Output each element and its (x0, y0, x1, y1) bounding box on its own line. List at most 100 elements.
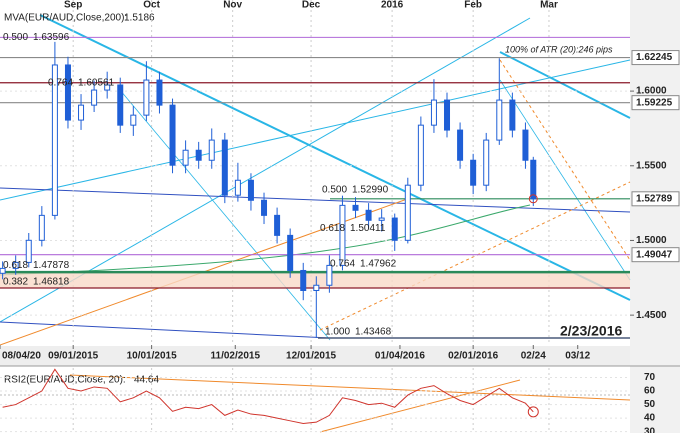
labels: 0.500 1.63596 0.764 1.60561 0.500 1.52990 0.61… (3, 32, 397, 338)
price-box (631, 50, 680, 66)
candle-body (12, 261, 19, 269)
candle-body (313, 284, 320, 291)
rsi-value: 44.64 (134, 375, 159, 386)
x-tick-label-top: Dec (302, 0, 321, 11)
fib-ratio: 0.764 (330, 259, 355, 270)
rsi-trend (319, 379, 521, 433)
annotation: 100% of ATR (20):246 pips (505, 44, 613, 54)
y-tick-label: 1.4500 (636, 310, 667, 321)
candle-body (378, 217, 385, 221)
candle-body (156, 79, 163, 106)
fib-ratio: 0.764 (48, 77, 73, 88)
moving-average (0, 204, 531, 276)
rsi-tick-label: 30 (644, 426, 656, 433)
candle-body (117, 84, 124, 126)
indicator-label: MVA(EUR/AUD,Close,200): (4, 13, 127, 24)
x-tick-label: 01/04/2016 (375, 351, 425, 362)
x-tick-label: 09/01/2015 (48, 351, 98, 362)
candle-body (522, 129, 529, 161)
candle-body (208, 139, 215, 161)
candle-body (509, 99, 516, 131)
rsi-trend (69, 374, 631, 401)
candle-body (483, 139, 490, 186)
candle-body (247, 179, 254, 201)
candle-body (530, 159, 537, 200)
candle-body (221, 139, 228, 196)
price-level-label: 1.62245 (636, 52, 673, 63)
rsi-line (2, 368, 534, 425)
candle-body (430, 99, 437, 126)
candle-body (195, 149, 202, 161)
candle-body (339, 204, 346, 266)
rsi-tick-label: 40 (644, 413, 656, 424)
price-box (631, 95, 680, 111)
x-tick-label-top: Mar (540, 0, 558, 11)
rsi-tick-label: 70 (644, 372, 656, 383)
candle-body (417, 124, 424, 186)
candle-body (365, 209, 372, 221)
trend-line (499, 51, 631, 119)
x-tick-label: 02/24 (521, 351, 546, 362)
fib-ratio: 0.500 (322, 184, 347, 195)
regression-line (0, 187, 631, 213)
x-tick-label-top: Feb (464, 0, 482, 11)
indicator-value: 1.5186 (124, 13, 155, 24)
y-tick-label: 1.5500 (636, 160, 667, 171)
price-marker (528, 194, 538, 204)
candle-body (470, 159, 477, 186)
rsi-tick-label: 50 (644, 399, 656, 410)
candle-body (352, 204, 359, 211)
candle-body (182, 149, 189, 166)
price-level-label: 1.52789 (636, 193, 673, 204)
candle-body (0, 267, 6, 274)
regression-line (0, 321, 331, 339)
fib-price: 1.50411 (350, 223, 386, 234)
fib-price: 1.47962 (360, 259, 397, 270)
fib-band (0, 272, 630, 288)
fib-ratio: 0.618 (320, 223, 345, 234)
fib-price: 1.43468 (355, 327, 392, 338)
candle-body (91, 89, 98, 106)
x-tick-label-top: Oct (143, 0, 160, 11)
axis-panel (630, 0, 680, 433)
x-tick-label: 12/01/2015 (286, 351, 336, 362)
trend-line (119, 89, 331, 341)
date-strip (0, 346, 630, 366)
trend-line (0, 59, 631, 201)
candle-body (274, 214, 281, 236)
fib-ratio: 0.382 (3, 277, 28, 288)
candle-body (78, 104, 85, 121)
candle-body (130, 114, 137, 126)
candle-body (457, 129, 464, 161)
x-tick-label-top: Nov (223, 0, 242, 11)
price-level-label: 1.59225 (636, 97, 673, 108)
trend-line (39, 14, 631, 301)
fib-price: 1.60561 (78, 77, 115, 88)
candle-body (444, 99, 451, 131)
x-tick-label-top: Sep (64, 0, 82, 11)
candle-body (261, 199, 268, 216)
fib-ratio: 1.000 (325, 327, 350, 338)
fib-price: 1.63596 (33, 32, 70, 43)
candle-body (496, 99, 503, 141)
candle-body (391, 217, 398, 241)
fib-price: 1.52990 (352, 184, 389, 195)
rsi-tick-label: 60 (644, 386, 656, 397)
candle-body (64, 64, 71, 121)
price-level-label: 1.49047 (636, 249, 673, 260)
x-tick-label-top: 2016 (381, 0, 404, 11)
price-box (631, 191, 680, 207)
fib-price: 1.47878 (33, 260, 70, 271)
candle-body (169, 104, 176, 166)
price-box (631, 247, 680, 263)
x-tick-label: 03/12 (565, 351, 590, 362)
rsi-marker (527, 406, 539, 418)
candle-body (51, 64, 58, 216)
candle-body (104, 84, 111, 91)
x-tick-label: 08/04/20 (2, 351, 41, 362)
trend-line (499, 79, 631, 281)
candle-body (143, 79, 150, 116)
trend-line (499, 59, 631, 261)
y-tick-label: 1.5000 (636, 235, 667, 246)
